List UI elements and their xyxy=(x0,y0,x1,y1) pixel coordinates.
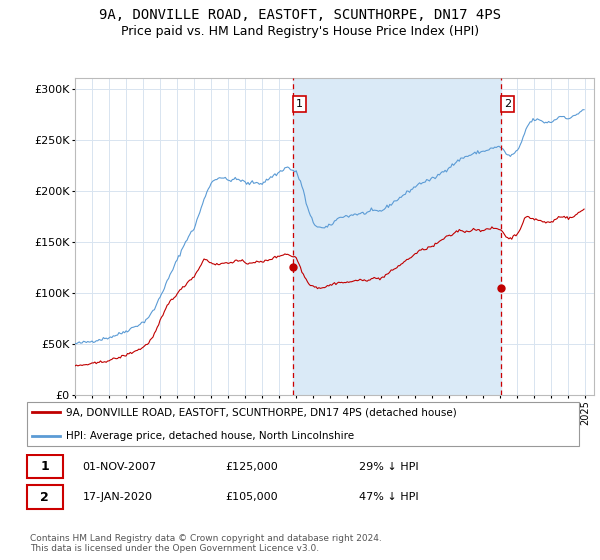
Text: HPI: Average price, detached house, North Lincolnshire: HPI: Average price, detached house, Nort… xyxy=(66,431,354,441)
Text: 29% ↓ HPI: 29% ↓ HPI xyxy=(359,461,418,472)
FancyBboxPatch shape xyxy=(27,402,579,446)
Text: 01-NOV-2007: 01-NOV-2007 xyxy=(83,461,157,472)
Text: Price paid vs. HM Land Registry's House Price Index (HPI): Price paid vs. HM Land Registry's House … xyxy=(121,25,479,38)
Text: 1: 1 xyxy=(296,99,303,109)
Bar xyxy=(293,78,501,395)
Text: 17-JAN-2020: 17-JAN-2020 xyxy=(83,492,152,502)
Text: 9A, DONVILLE ROAD, EASTOFT, SCUNTHORPE, DN17 4PS (detached house): 9A, DONVILLE ROAD, EASTOFT, SCUNTHORPE, … xyxy=(66,407,457,417)
Text: £125,000: £125,000 xyxy=(225,461,278,472)
Text: £105,000: £105,000 xyxy=(225,492,278,502)
Text: 2: 2 xyxy=(40,491,49,503)
Text: Contains HM Land Registry data © Crown copyright and database right 2024.
This d: Contains HM Land Registry data © Crown c… xyxy=(30,534,382,553)
Text: 1: 1 xyxy=(40,460,49,473)
Text: 47% ↓ HPI: 47% ↓ HPI xyxy=(359,492,418,502)
FancyBboxPatch shape xyxy=(27,486,63,509)
Text: 9A, DONVILLE ROAD, EASTOFT, SCUNTHORPE, DN17 4PS: 9A, DONVILLE ROAD, EASTOFT, SCUNTHORPE, … xyxy=(99,8,501,22)
FancyBboxPatch shape xyxy=(27,455,63,478)
Text: 2: 2 xyxy=(503,99,511,109)
